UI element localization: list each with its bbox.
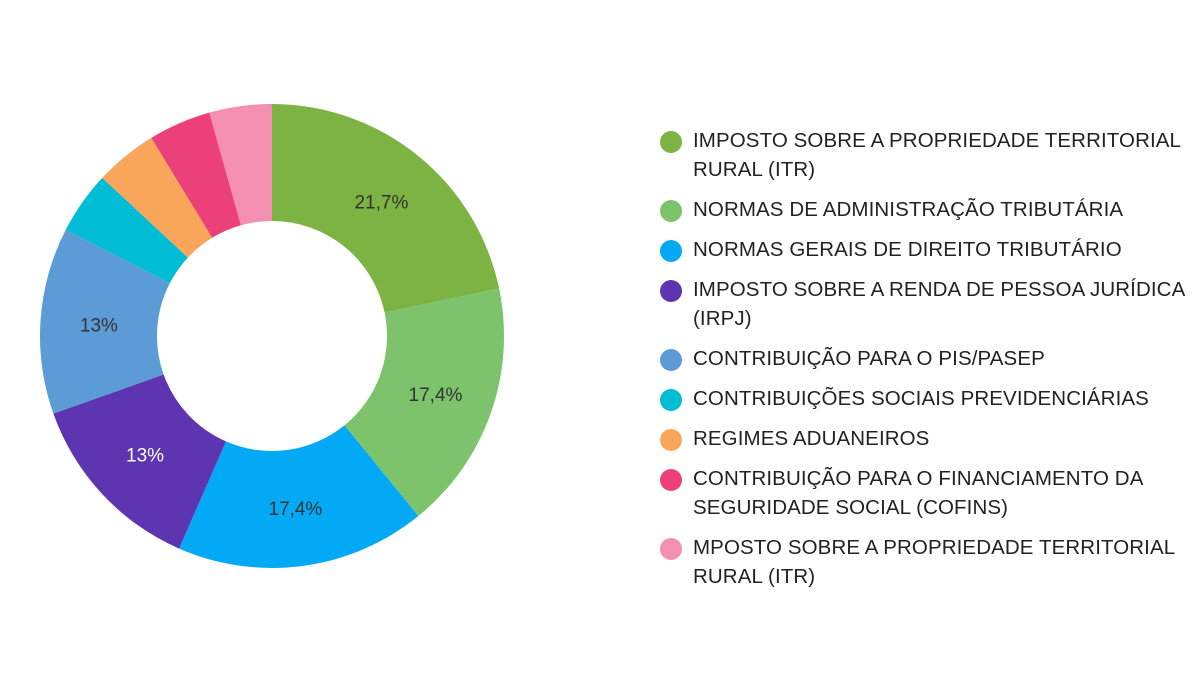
slice-value-label: 13% [80, 315, 118, 336]
slice-value-label: 13% [126, 445, 164, 466]
legend-item: REGIMES ADUANEIROS [660, 424, 1190, 453]
pie-slice [53, 374, 226, 549]
legend-label: CONTRIBUIÇÃO PARA O FINANCIAMENTO DA SEG… [693, 467, 1143, 519]
donut-chart: 21,7% 17,4% 17,4% 13% 13% [39, 104, 504, 569]
pie-slice [102, 137, 213, 258]
slice-value-label: 17,4% [409, 385, 463, 406]
legend-label: CONTRIBUIÇÃO PARA O PIS/PASEP [693, 347, 1045, 370]
legend-item: CONTRIBUIÇÃO PARA O PIS/PASEP [660, 344, 1190, 373]
pie-slice [151, 112, 241, 238]
legend-swatch-icon [660, 131, 682, 153]
slice-value-label: 21,7% [354, 192, 408, 213]
pie-slice [39, 229, 170, 414]
legend-item: NORMAS DE ADMINISTRAÇÃO TRIBUTÁRIA [660, 195, 1190, 224]
legend-item: MPOSTO SOBRE A PROPRIEDADE TERRITORIAL R… [660, 533, 1190, 591]
legend-label: IMPOSTO SOBRE A RENDA DE PESSOA JURÍDICA… [693, 278, 1185, 330]
legend-swatch-icon [660, 429, 682, 451]
legend-label: NORMAS GERAIS DE DIREITO TRIBUTÁRIO [693, 238, 1122, 261]
legend-label: REGIMES ADUANEIROS [693, 427, 930, 450]
legend-label: CONTRIBUIÇÕES SOCIAIS PREVIDENCIÁRIAS [693, 387, 1149, 410]
slice-value-label: 17,4% [268, 499, 322, 520]
legend-label: MPOSTO SOBRE A PROPRIEDADE TERRITORIAL R… [693, 536, 1175, 588]
legend-label: NORMAS DE ADMINISTRAÇÃO TRIBUTÁRIA [693, 198, 1124, 221]
pie-slice [179, 425, 419, 569]
legend-item: CONTRIBUIÇÃO PARA O FINANCIAMENTO DA SEG… [660, 464, 1190, 522]
legend-swatch-icon [660, 389, 682, 411]
legend-item: CONTRIBUIÇÕES SOCIAIS PREVIDENCIÁRIAS [660, 384, 1190, 413]
legend-swatch-icon [660, 280, 682, 302]
legend-swatch-icon [660, 200, 682, 222]
legend-swatch-icon [660, 349, 682, 371]
legend-label: IMPOSTO SOBRE A PROPRIEDADE TERRITORIAL … [693, 129, 1181, 181]
legend-item: IMPOSTO SOBRE A PROPRIEDADE TERRITORIAL … [660, 126, 1190, 184]
legend-swatch-icon [660, 240, 682, 262]
pie-slice [344, 288, 504, 517]
legend-item: IMPOSTO SOBRE A RENDA DE PESSOA JURÍDICA… [660, 275, 1190, 333]
pie-slice [272, 104, 500, 313]
pie-slice [209, 104, 272, 226]
chart-legend: IMPOSTO SOBRE A PROPRIEDADE TERRITORIAL … [660, 126, 1190, 602]
pie-slice [65, 177, 188, 284]
legend-swatch-icon [660, 538, 682, 560]
legend-item: NORMAS GERAIS DE DIREITO TRIBUTÁRIO [660, 235, 1190, 264]
legend-swatch-icon [660, 469, 682, 491]
